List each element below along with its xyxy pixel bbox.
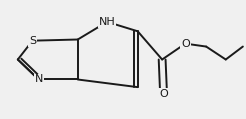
Text: N: N [34,74,43,84]
Text: O: O [159,89,168,99]
Text: O: O [181,39,190,49]
Text: NH: NH [99,17,115,27]
Text: S: S [29,36,36,46]
